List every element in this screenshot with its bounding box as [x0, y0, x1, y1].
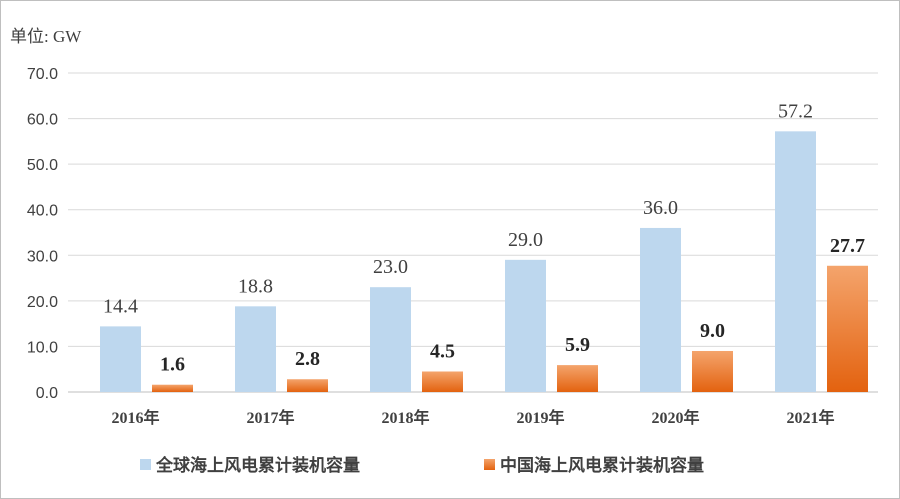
legend: 全球海上风电累计装机容量 中国海上风电累计装机容量 — [140, 455, 704, 476]
data-label-china: 1.6 — [160, 354, 185, 376]
grid-lines — [68, 72, 878, 393]
data-label-global: 57.2 — [778, 100, 813, 122]
y-tick-label: 50.0 — [27, 157, 58, 174]
unit-label: 单位: GW — [10, 27, 82, 46]
y-tick-label: 0.0 — [36, 385, 58, 402]
data-label-global: 29.0 — [508, 229, 543, 251]
bar-global — [640, 227, 681, 392]
data-label-global: 23.0 — [373, 256, 408, 278]
x-tick-label: 2019年 — [516, 408, 564, 427]
bar-china — [287, 379, 328, 392]
data-label-china: 2.8 — [295, 348, 320, 370]
y-tick-label: 30.0 — [27, 248, 58, 265]
bar-global — [505, 259, 546, 392]
bar-global — [100, 326, 141, 392]
data-label-china: 27.7 — [830, 235, 865, 257]
bar-china — [827, 265, 868, 392]
data-label-global: 36.0 — [643, 197, 678, 219]
data-label-china: 9.0 — [700, 320, 725, 342]
data-labels: 14.4 1.6 18.8 2.8 23.0 4.5 29.0 5.9 36.0 9.0 57.2 2… — [103, 100, 865, 375]
bar-global — [370, 287, 411, 392]
x-tick-label: 2020年 — [651, 408, 699, 427]
y-tick-label: 70.0 — [27, 66, 58, 83]
bar-china — [422, 371, 463, 392]
legend-label-china: 中国海上风电累计装机容量 — [500, 455, 704, 476]
data-label-global: 18.8 — [238, 275, 273, 297]
legend-swatch-global — [140, 459, 151, 470]
x-axis-ticks: 2016年 2017年 2018年 2019年 2020年 2021年 — [111, 408, 834, 427]
legend-label-global: 全球海上风电累计装机容量 — [155, 455, 360, 476]
bar-global — [235, 306, 276, 392]
y-tick-label: 60.0 — [27, 112, 58, 129]
bar-china — [557, 365, 598, 392]
bar-china — [692, 350, 733, 392]
y-tick-label: 20.0 — [27, 294, 58, 311]
data-label-global: 14.4 — [103, 295, 138, 317]
legend-swatch-china — [484, 459, 495, 470]
bars — [100, 131, 868, 392]
x-tick-label: 2018年 — [381, 408, 429, 427]
data-label-china: 5.9 — [565, 334, 590, 356]
bar-global — [775, 131, 816, 392]
y-axis-ticks: 0.0 10.0 20.0 30.0 40.0 50.0 60.0 70.0 — [27, 66, 58, 402]
bar-china — [152, 384, 193, 392]
x-tick-label: 2021年 — [786, 408, 834, 427]
data-label-china: 4.5 — [430, 340, 455, 362]
x-tick-label: 2016年 — [111, 408, 159, 427]
x-tick-label: 2017年 — [246, 408, 294, 427]
y-tick-label: 10.0 — [27, 339, 58, 356]
y-tick-label: 40.0 — [27, 203, 58, 220]
